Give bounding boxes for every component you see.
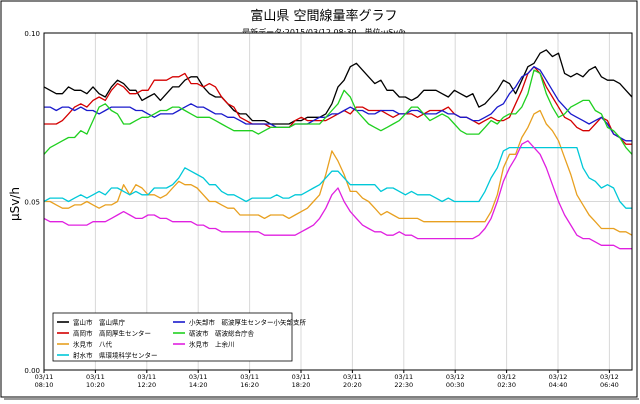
x-tick-label: 03/12	[600, 373, 619, 381]
legend-label: 富山市 富山県庁	[73, 318, 126, 327]
legend-label: 射水市 県環境科学センター	[73, 351, 158, 360]
series-line	[43, 140, 632, 250]
series-line	[43, 49, 633, 125]
x-tick-label: 03/11	[189, 373, 208, 381]
chart-title: 富山県 空間線量率グラフ	[250, 8, 397, 24]
x-tick-label: 03/12	[446, 373, 465, 381]
x-tick-label: 10:20	[86, 381, 105, 389]
x-tick-label: 03/11	[35, 373, 54, 381]
legend-box	[52, 312, 293, 362]
x-tick-label: 03/11	[240, 373, 259, 381]
chart-subtitle: 最新データ:2015/03/12 08:30 単位:μSv/h	[242, 27, 406, 37]
x-tick-label: 03/11	[86, 373, 105, 381]
x-tick-label: 12:20	[137, 381, 156, 389]
series-line	[44, 109, 633, 236]
y-tick-label: 0.00	[24, 367, 40, 375]
series-line	[43, 69, 633, 155]
legend-label: 高岡市 高岡厚生センター	[73, 329, 151, 338]
x-tick-label: 08:10	[35, 381, 54, 389]
x-tick-label: 14:20	[189, 381, 208, 389]
legend-label: 氷見市 八代	[73, 340, 113, 349]
outer-shadow	[4, 398, 639, 400]
x-tick-label: 16:20	[240, 381, 259, 389]
y-tick-label: 0.10	[24, 30, 40, 38]
legend-label: 小矢部市 砺波厚生センター小矢部支所	[189, 318, 307, 327]
x-tick-label: 18:20	[292, 381, 311, 389]
x-tick-label: 00:30	[446, 381, 465, 389]
y-tick-label: 0.05	[24, 199, 40, 207]
x-tick-label: 20:20	[343, 381, 362, 389]
x-tick-label: 02:30	[497, 381, 516, 389]
plot-area: 0.000.050.1003/1108:1003/1110:2003/1112:…	[24, 30, 633, 389]
x-tick-label: 04:40	[549, 381, 568, 389]
x-tick-label: 03/11	[394, 373, 413, 381]
plot-border	[43, 32, 633, 371]
legend-label: 氷見市 上余川	[189, 340, 235, 349]
x-tick-label: 03/12	[497, 373, 516, 381]
x-tick-label: 06:40	[600, 381, 619, 389]
x-tick-label: 03/11	[343, 373, 362, 381]
x-tick-label: 03/12	[549, 373, 568, 381]
legend-label: 砺波市 砺波総合庁舎	[189, 329, 255, 338]
x-tick-label: 03/11	[137, 373, 156, 381]
y-axis-label: μSv/h	[8, 187, 22, 221]
x-tick-label: 03/11	[292, 373, 311, 381]
x-tick-label: 22:30	[394, 381, 413, 389]
series-line	[44, 66, 632, 142]
